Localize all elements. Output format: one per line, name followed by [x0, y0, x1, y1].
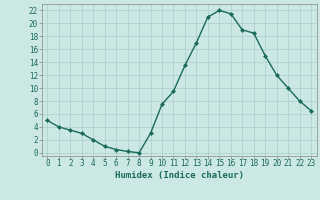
X-axis label: Humidex (Indice chaleur): Humidex (Indice chaleur) — [115, 171, 244, 180]
